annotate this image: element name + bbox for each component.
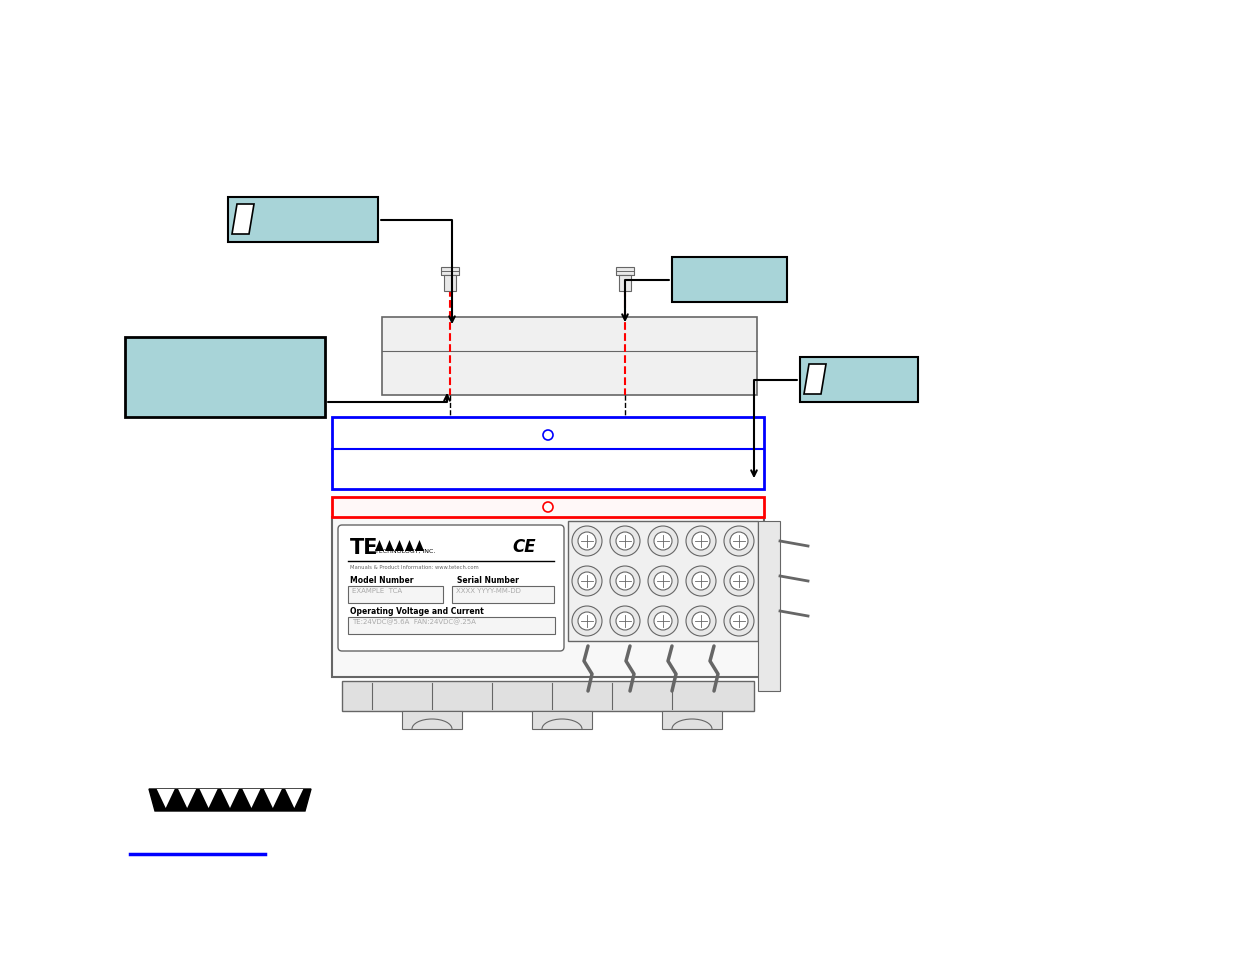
Circle shape	[692, 573, 710, 590]
Bar	[568, 521, 758, 641]
Polygon shape	[804, 365, 826, 395]
Circle shape	[616, 573, 634, 590]
Circle shape	[730, 613, 748, 630]
Circle shape	[578, 573, 597, 590]
Circle shape	[655, 573, 672, 590]
Polygon shape	[200, 789, 217, 808]
Text: Model Number: Model Number	[350, 576, 414, 584]
Circle shape	[692, 533, 710, 551]
Polygon shape	[221, 789, 240, 808]
Text: Operating Voltage and Current: Operating Voltage and Current	[350, 606, 484, 616]
Text: TE: TE	[350, 537, 378, 558]
Bar	[228, 198, 378, 243]
Polygon shape	[264, 789, 282, 808]
Bar	[452, 586, 555, 603]
Circle shape	[730, 533, 748, 551]
Text: Manuals & Product Information: www.tetech.com: Manuals & Product Information: www.tetec…	[350, 564, 479, 569]
Polygon shape	[405, 540, 414, 552]
Circle shape	[724, 526, 755, 557]
Circle shape	[572, 566, 601, 597]
Circle shape	[616, 613, 634, 630]
Circle shape	[685, 566, 716, 597]
Bar	[672, 257, 787, 303]
Bar	[332, 497, 764, 517]
Circle shape	[692, 613, 710, 630]
Text: TECHNOLOGY, INC.: TECHNOLOGY, INC.	[375, 548, 436, 554]
Polygon shape	[385, 540, 394, 552]
Bar	[532, 711, 592, 729]
Circle shape	[572, 606, 601, 637]
Bar	[332, 517, 764, 678]
Bar	[662, 711, 722, 729]
Circle shape	[685, 526, 716, 557]
Bar	[348, 586, 443, 603]
Polygon shape	[285, 789, 304, 808]
Bar	[441, 268, 459, 275]
Polygon shape	[242, 789, 261, 808]
Circle shape	[648, 606, 678, 637]
Circle shape	[648, 526, 678, 557]
Polygon shape	[232, 205, 254, 234]
Circle shape	[685, 606, 716, 637]
Circle shape	[578, 533, 597, 551]
Bar	[800, 357, 918, 402]
Circle shape	[616, 533, 634, 551]
Circle shape	[724, 566, 755, 597]
Polygon shape	[178, 789, 196, 808]
Circle shape	[543, 431, 553, 440]
Circle shape	[648, 566, 678, 597]
FancyBboxPatch shape	[338, 525, 564, 651]
Circle shape	[578, 613, 597, 630]
Bar	[619, 275, 631, 292]
Circle shape	[572, 526, 601, 557]
Bar	[348, 618, 555, 635]
Circle shape	[610, 526, 640, 557]
Circle shape	[730, 573, 748, 590]
Bar	[342, 681, 755, 711]
Polygon shape	[375, 540, 384, 552]
Bar	[403, 711, 462, 729]
Bar	[382, 317, 757, 395]
Circle shape	[610, 566, 640, 597]
Bar	[332, 417, 764, 490]
Bar	[616, 268, 634, 275]
Circle shape	[655, 533, 672, 551]
Polygon shape	[149, 789, 311, 811]
Text: Serial Number: Serial Number	[457, 576, 519, 584]
Text: XXXX YYYY-MM-DD: XXXX YYYY-MM-DD	[456, 587, 521, 594]
Text: EXAMPLE  TCA: EXAMPLE TCA	[352, 587, 403, 594]
Circle shape	[724, 606, 755, 637]
Text: TE:24VDC@5.6A  FAN:24VDC@.25A: TE:24VDC@5.6A FAN:24VDC@.25A	[352, 618, 475, 625]
Circle shape	[610, 606, 640, 637]
Bar	[445, 275, 456, 292]
Polygon shape	[395, 540, 404, 552]
Circle shape	[543, 502, 553, 513]
Polygon shape	[157, 789, 174, 808]
Text: CE: CE	[513, 537, 536, 556]
Bar	[125, 337, 325, 417]
Polygon shape	[415, 540, 424, 552]
Circle shape	[655, 613, 672, 630]
Bar	[758, 521, 781, 691]
